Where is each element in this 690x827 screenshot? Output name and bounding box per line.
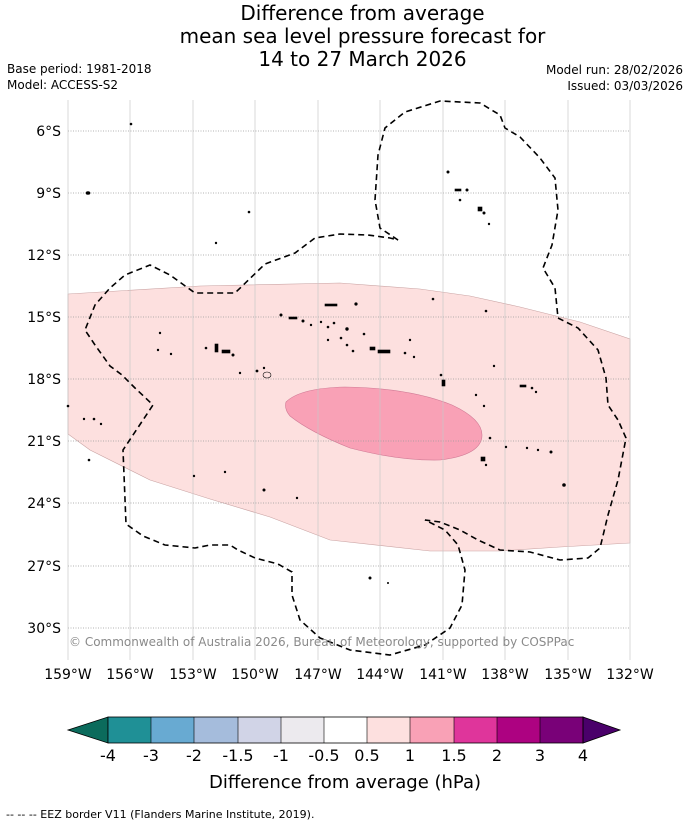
base-period: Base period: 1981-2018 [7,62,152,76]
gridlines [67,100,631,660]
colorbar-tick: -2 [186,746,202,765]
colorbar-under-triangle [66,716,109,744]
lat-label: 12°S [27,248,61,264]
lon-label: 135°W [544,667,592,683]
lat-label: 24°S [27,496,61,512]
colorbar-over-triangle [582,716,622,744]
anomaly-zone-medium [285,386,483,461]
colorbar-bin [238,717,281,743]
colorbar-ticks: -4 -3 -2 -1.5 -1 -0.5 0.5 1 1.5 2 3 4 [100,746,588,765]
lat-label: 9°S [36,186,61,202]
title-line-1: Difference from average [240,1,485,25]
colorbar-tick: 3 [535,746,545,765]
lon-label: 159°W [44,667,92,683]
latitude-labels: 6°S 9°S 12°S 15°S 18°S 21°S 24°S 27°S 30… [27,124,61,637]
lon-label: 138°W [481,667,529,683]
colorbar-bin [281,717,324,743]
lat-label: 6°S [36,124,61,140]
eez-border [84,100,627,656]
colorbar-tick: 0.5 [354,746,379,765]
lon-label: 141°W [419,667,467,683]
model-name: Model: ACCESS-S2 [7,78,119,92]
lon-label: 156°W [106,667,154,683]
colorbar-tick: -1.5 [222,746,253,765]
lat-label: 21°S [27,434,61,450]
colorbar-tick: -4 [100,746,116,765]
colorbar-tick: 1 [405,746,415,765]
colorbar-bin [540,717,583,743]
eez-border-legend: -- -- -- EEZ border V11 (Flanders Marine… [6,808,315,821]
model-run: Model run: 28/02/2026 [545,63,683,77]
colorbar-bin [367,717,410,743]
colorbar-frame [107,716,584,744]
lat-label: 18°S [27,372,61,388]
issued-date: Issued: 03/03/2026 [567,79,683,93]
colorbar-tick: 4 [578,746,588,765]
colorbar-tick: 2 [492,746,502,765]
colorbar-tick: -0.5 [308,746,339,765]
colorbar-bin [410,717,454,743]
lon-label: 132°W [606,667,654,683]
lon-label: 150°W [231,667,279,683]
lat-label: 30°S [27,621,61,637]
lon-label: 153°W [169,667,217,683]
copyright-notice: © Commonwealth of Australia 2026, Bureau… [69,635,574,649]
lon-label: 147°W [294,667,342,683]
colorbar-tick: 1.5 [441,746,466,765]
colorbar-bin [497,717,540,743]
colorbar-bin [194,717,238,743]
islands [66,122,566,584]
colorbar-tick: -1 [273,746,289,765]
lon-label: 144°W [356,667,404,683]
longitude-labels: 159°W 156°W 153°W 150°W 147°W 144°W 141°… [44,667,654,683]
colorbar-label: Difference from average (hPa) [209,772,481,793]
lat-label: 27°S [27,559,61,575]
colorbar-bin [454,717,497,743]
map-area: © Commonwealth of Australia 2026, Bureau… [66,100,631,660]
colorbar-tick: -3 [143,746,159,765]
colorbar-dividers [150,717,541,743]
title-line-3: 14 to 27 March 2026 [258,47,467,71]
colorbar-bin [108,717,151,743]
colorbar-bin [324,717,367,743]
lat-label: 15°S [27,310,61,326]
colorbar: -4 -3 -2 -1.5 -1 -0.5 0.5 1 1.5 2 3 4 Di… [66,716,622,793]
colorbar-bin [151,717,194,743]
title-line-2: mean sea level pressure forecast for [179,24,546,48]
